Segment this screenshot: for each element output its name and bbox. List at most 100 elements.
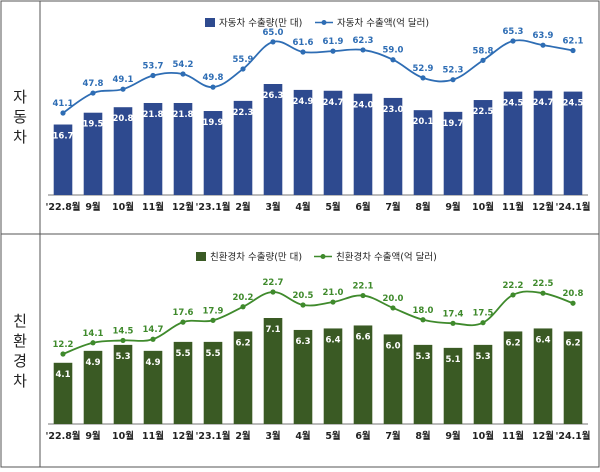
legend: 자동차 수출량(만 대) 자동차 수출액(억 달러) xyxy=(205,17,429,29)
line-point xyxy=(330,299,336,305)
bar xyxy=(473,344,493,424)
line-value-label: 20.2 xyxy=(233,293,254,303)
line-value-label: 20.8 xyxy=(563,289,584,299)
bar xyxy=(413,344,433,424)
bar-value-label: 20.1 xyxy=(413,117,434,127)
line-point xyxy=(540,290,546,296)
x-tick-label: 4월 xyxy=(295,201,310,213)
bar-value-label: 5.1 xyxy=(445,355,460,365)
line-value-label: 18.0 xyxy=(413,306,434,316)
line-point xyxy=(210,84,216,90)
bar xyxy=(53,362,73,424)
legend: 친환경차 수출량(만 대) 친환경차 수출액(억 달러) xyxy=(196,251,437,263)
bar-value-label: 22.3 xyxy=(233,108,254,118)
bar-value-label: 24.5 xyxy=(563,99,584,109)
x-tick-label: '22.8월 xyxy=(45,430,80,442)
line-point xyxy=(450,77,456,83)
line-value-label: 55.9 xyxy=(233,55,254,65)
bar xyxy=(293,89,313,195)
bar-value-label: 19.9 xyxy=(203,118,224,128)
bar-value-label: 19.7 xyxy=(443,119,464,129)
line-value-label: 22.2 xyxy=(503,281,524,291)
bar xyxy=(173,102,193,195)
x-tick-label: 10월 xyxy=(112,430,134,442)
line-value-label: 59.0 xyxy=(383,46,404,56)
x-tick-label: 12월 xyxy=(172,430,194,442)
bar xyxy=(263,84,283,195)
bar xyxy=(563,331,583,424)
legend-label-line: 친환경차 수출액(억 달러) xyxy=(336,251,437,263)
legend-label-bar: 친환경차 수출량(만 대) xyxy=(210,251,302,263)
line-point xyxy=(360,292,366,299)
bar-value-label: 5.3 xyxy=(415,352,430,362)
bar-value-label: 6.2 xyxy=(235,338,250,348)
bar-value-label: 20.8 xyxy=(113,114,134,124)
line-value-label: 20.5 xyxy=(293,291,314,301)
line-value-label: 17.5 xyxy=(473,309,494,319)
line-value-label: 17.4 xyxy=(443,309,464,319)
line-point xyxy=(90,340,96,346)
line-point xyxy=(300,302,306,308)
bar-value-label: 7.1 xyxy=(265,325,280,335)
bar-value-label: 4.9 xyxy=(145,358,160,368)
line-point xyxy=(210,317,216,323)
line-value-label: 17.6 xyxy=(173,308,194,318)
x-tick-label: 10월 xyxy=(472,430,494,442)
bar xyxy=(443,111,463,195)
bar-value-label: 24.7 xyxy=(533,98,554,108)
line-point xyxy=(240,66,246,72)
line-value-label: 12.2 xyxy=(53,340,74,350)
x-tick-label: 8월 xyxy=(415,201,430,213)
bar xyxy=(173,341,193,424)
bar-value-label: 5.5 xyxy=(175,349,190,359)
line-value-label: 53.7 xyxy=(143,62,164,72)
legend-swatch-bar xyxy=(205,18,215,27)
legend-label-bar: 자동차 수출량(만 대) xyxy=(219,17,302,29)
bar xyxy=(323,90,343,195)
x-tick-label: 9월 xyxy=(85,201,100,213)
line-value-label: 22.5 xyxy=(533,279,554,289)
bar-value-label: 6.4 xyxy=(325,335,340,345)
x-tick-label: 11월 xyxy=(502,201,524,213)
line-value-label: 61.9 xyxy=(323,37,344,47)
bar xyxy=(53,124,73,195)
line-value-label: 54.2 xyxy=(173,60,194,70)
x-tick-label: 6월 xyxy=(355,430,370,442)
bar-value-label: 19.5 xyxy=(83,120,104,130)
x-tick-label: 5월 xyxy=(325,201,340,213)
bar-value-label: 4.1 xyxy=(55,370,70,380)
bar xyxy=(353,325,373,424)
line-point xyxy=(150,336,156,342)
line-point xyxy=(510,292,516,298)
bar-value-label: 6.6 xyxy=(355,332,370,342)
bar xyxy=(113,344,133,424)
bar-value-label: 21.8 xyxy=(173,110,194,120)
x-tick-label: 8월 xyxy=(415,430,430,442)
line-point xyxy=(570,47,576,54)
line-point xyxy=(180,71,186,77)
bar-value-label: 6.0 xyxy=(385,341,400,351)
line-point xyxy=(120,337,126,344)
line-point xyxy=(450,320,456,326)
bar xyxy=(503,91,523,195)
line-point xyxy=(270,39,276,45)
bar xyxy=(323,328,343,424)
line-value-label: 62.1 xyxy=(563,37,584,47)
bar xyxy=(203,111,223,195)
line-value-label: 65.3 xyxy=(503,27,524,37)
x-tick-label: 3월 xyxy=(265,201,280,213)
line-value-label: 22.1 xyxy=(353,282,374,292)
line-value-label: 52.9 xyxy=(413,64,434,74)
x-tick-label: 9월 xyxy=(85,430,100,442)
line-point xyxy=(390,57,396,63)
bar-value-label: 4.9 xyxy=(85,358,100,368)
bar xyxy=(83,112,103,195)
chart-panel-2: 친 환 경 차 4.1 4.9 5.3 4.9 5.5 5.5 6.2 7.1 6.3 6.4 6.6 6.0… xyxy=(13,251,590,442)
line-point xyxy=(540,42,546,48)
bar-value-label: 5.3 xyxy=(475,352,490,362)
line-point xyxy=(360,47,366,53)
